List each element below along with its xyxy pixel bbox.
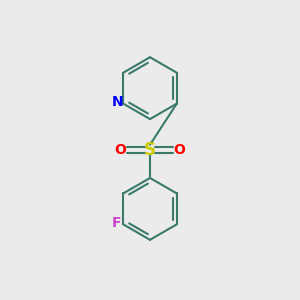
Text: O: O [173,143,185,157]
Text: N: N [112,95,124,109]
Text: O: O [115,143,127,157]
Text: S: S [144,141,156,159]
Text: F: F [112,216,122,230]
